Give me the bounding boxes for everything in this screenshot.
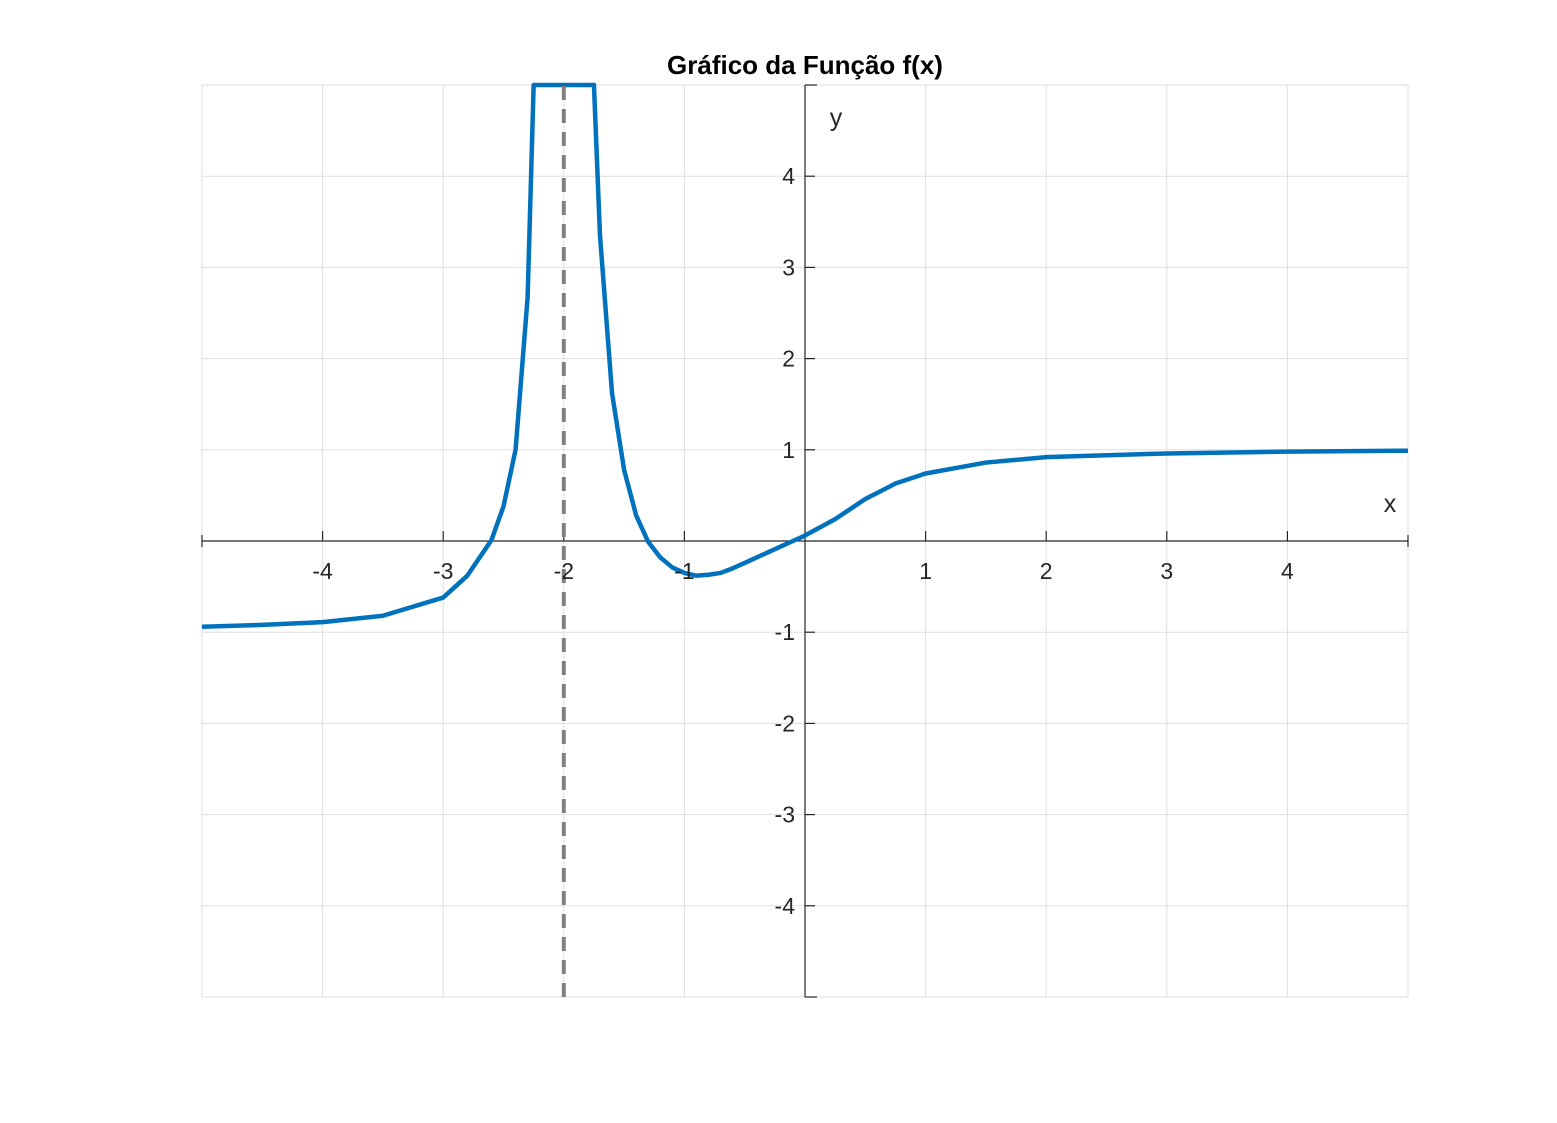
x-tick-label: -4 — [312, 558, 333, 584]
x-tick-label: 1 — [919, 558, 932, 584]
y-tick-label: 1 — [782, 437, 795, 463]
y-tick-label: 4 — [782, 163, 795, 189]
x-tick-label: 2 — [1040, 558, 1053, 584]
x-axis-label: x — [1384, 490, 1397, 518]
function-curve — [201, 82, 1409, 629]
y-tick-label: -1 — [775, 619, 795, 645]
axes — [201, 84, 1409, 998]
y-tick-label: 2 — [782, 346, 795, 372]
y-tick-label: -3 — [775, 802, 795, 828]
x-tick-label: -3 — [433, 558, 453, 584]
y-axis-label: y — [830, 104, 843, 132]
y-tick-label: 3 — [782, 254, 795, 280]
x-tick-label: -2 — [554, 558, 574, 584]
tick-labels: -4 -3 -2 -1 1 2 3 4 -4 -3 -2 -1 1 2 3 4 — [312, 163, 1294, 919]
chart-title: Gráfico da Função f(x) — [667, 50, 943, 80]
y-tick-label: -2 — [775, 710, 795, 736]
y-tick-label: -4 — [775, 893, 796, 919]
x-tick-label: 4 — [1281, 558, 1294, 584]
x-tick-label: -1 — [674, 558, 694, 584]
x-tick-label: 3 — [1160, 558, 1173, 584]
series-layer — [201, 82, 1409, 997]
